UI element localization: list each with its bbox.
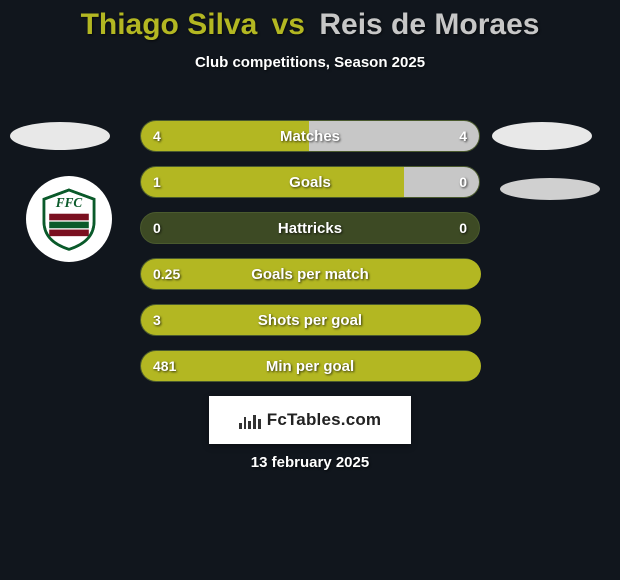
stat-row: Goals per match0.25 xyxy=(140,258,480,290)
date-text: 13 february 2025 xyxy=(0,454,620,471)
logo-bars-icon xyxy=(239,411,261,429)
stat-label: Shots per goal xyxy=(141,305,479,335)
stat-label: Hattricks xyxy=(141,213,479,243)
subtitle: Club competitions, Season 2025 xyxy=(0,54,620,71)
stat-value-p1: 0.25 xyxy=(153,259,180,289)
stat-value-p2: 0 xyxy=(459,167,467,197)
logo-bar xyxy=(244,417,247,429)
stat-value-p2: 4 xyxy=(459,121,467,151)
title-player2: Reis de Moraes xyxy=(319,8,539,41)
stat-label: Goals per match xyxy=(141,259,479,289)
stat-row: Shots per goal3 xyxy=(140,304,480,336)
stat-value-p1: 4 xyxy=(153,121,161,151)
photo-oval xyxy=(10,122,110,150)
badge-letters: FFC xyxy=(55,195,83,210)
page-title: Thiago Silva vs Reis de Moraes xyxy=(0,0,620,42)
stat-row: Goals1 0 xyxy=(140,166,480,198)
logo-bar xyxy=(258,419,261,429)
logo-bar xyxy=(253,415,256,429)
fctables-logo: FcTables.com xyxy=(209,396,411,444)
club-badge: FFC xyxy=(26,176,112,262)
stat-value-p1: 0 xyxy=(153,213,161,243)
photo-oval xyxy=(500,178,600,200)
stat-row: Matches4 4 xyxy=(140,120,480,152)
stat-value-p1: 481 xyxy=(153,351,176,381)
title-vs: vs xyxy=(272,8,305,41)
club-crest-icon: FFC xyxy=(36,186,102,252)
stat-value-p2: 0 xyxy=(459,213,467,243)
logo-text: FcTables.com xyxy=(267,410,382,430)
stat-value-p1: 3 xyxy=(153,305,161,335)
stat-label: Goals xyxy=(141,167,479,197)
title-player1: Thiago Silva xyxy=(81,8,258,41)
stat-label: Min per goal xyxy=(141,351,479,381)
stat-row: Hattricks0 0 xyxy=(140,212,480,244)
logo-bar xyxy=(248,421,251,429)
stat-row: Min per goal481 xyxy=(140,350,480,382)
photo-oval xyxy=(492,122,592,150)
stat-bars: Matches44Goals10Hattricks00Goals per mat… xyxy=(140,120,480,396)
stat-value-p1: 1 xyxy=(153,167,161,197)
stat-label: Matches xyxy=(141,121,479,151)
logo-bar xyxy=(239,423,242,429)
